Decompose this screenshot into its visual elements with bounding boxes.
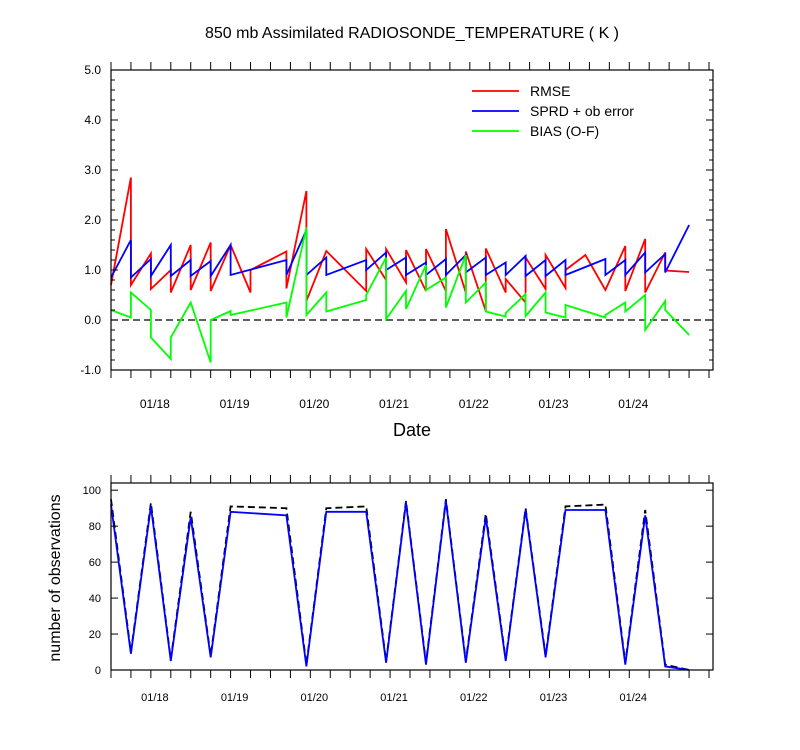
y-tick-label: 40 — [89, 593, 101, 605]
y-tick-label: 3.0 — [84, 163, 101, 177]
series-assimilated-line — [110, 500, 690, 671]
x-tick-label: 01/18 — [141, 692, 169, 704]
y-tick-label: 0 — [95, 665, 101, 677]
plot-frame — [110, 482, 714, 671]
series-bias-o-f-line — [110, 227, 690, 363]
y-tick-label: 0.0 — [84, 313, 101, 327]
legend-rmse-label: RMSE — [530, 83, 570, 99]
x-tick-label: 01/19 — [220, 397, 250, 411]
x-tick-label: 01/18 — [140, 397, 170, 411]
x-tick-label: 01/20 — [299, 397, 329, 411]
y-tick-label: 4.0 — [84, 113, 101, 127]
y-tick-label: 2.0 — [84, 213, 101, 227]
y-axis-label-observations: number of observations — [47, 494, 64, 661]
y-tick-label: 5.0 — [84, 63, 101, 77]
x-tick-label: 01/23 — [539, 397, 569, 411]
x-tick-label: 01/24 — [618, 397, 648, 411]
x-tick-label: 01/19 — [221, 692, 249, 704]
bottom-plot-area: 0 20 40 60 80 100 01/18 01/19 01/20 01/21 01/22 01/… — [83, 475, 714, 704]
x-tick-label: 01/24 — [619, 692, 647, 704]
x-tick-label: 01/21 — [380, 692, 408, 704]
series-possible-line — [110, 499, 690, 671]
chart-title: 850 mb Assimilated RADIOSONDE_TEMPERATUR… — [205, 25, 619, 42]
x-axis-label: Date — [393, 420, 431, 440]
y-tick-label: 20 — [89, 629, 101, 641]
legend-bias-label: BIAS (O-F) — [530, 123, 599, 139]
legend-sprd-label: SPRD + ob error — [530, 103, 634, 119]
y-tick-label: 60 — [89, 557, 101, 569]
y-tick-label: 80 — [89, 521, 101, 533]
series-sprd-ob-error-line — [110, 224, 690, 280]
x-tick-label: 01/22 — [460, 692, 488, 704]
legend: RMSE SPRD + ob error BIAS (O-F) — [472, 83, 634, 139]
top-plot-area: -1.0 0.0 1.0 2.0 3.0 4.0 5.0 01/18 01/19 01/20 01/… — [80, 62, 714, 411]
series-rmse-line — [110, 177, 690, 312]
x-tick-label: 01/23 — [540, 692, 568, 704]
y-tick-label: 100 — [83, 485, 101, 497]
x-tick-label: 01/22 — [459, 397, 489, 411]
x-tick-label: 01/20 — [301, 692, 329, 704]
y-tick-label: -1.0 — [80, 363, 101, 377]
y-tick-label: 1.0 — [84, 263, 101, 277]
x-tick-label: 01/21 — [379, 397, 409, 411]
